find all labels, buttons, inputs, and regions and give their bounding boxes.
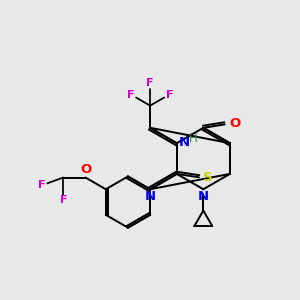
Text: H: H (189, 132, 197, 146)
Text: N: N (178, 136, 190, 149)
Text: F: F (146, 79, 154, 88)
Text: F: F (38, 180, 46, 190)
Text: F: F (59, 195, 67, 205)
Text: O: O (230, 117, 241, 130)
Text: S: S (203, 171, 213, 184)
Text: F: F (166, 89, 173, 100)
Text: F: F (127, 89, 135, 100)
Text: N: N (198, 190, 209, 203)
Text: N: N (145, 190, 156, 203)
Text: O: O (80, 163, 92, 176)
